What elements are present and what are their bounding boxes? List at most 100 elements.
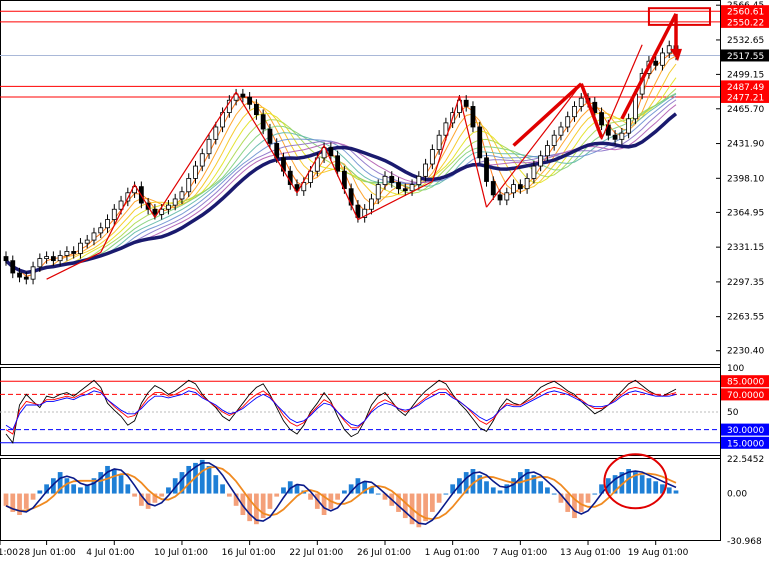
candle-body: [17, 272, 22, 278]
candle-body: [308, 170, 313, 183]
macd-bar: [64, 478, 70, 494]
candle-body: [653, 60, 659, 66]
candle-body: [484, 157, 489, 182]
time-tick-label: 7 Aug 01:00: [492, 548, 547, 558]
macd-bar: [247, 493, 253, 522]
macd-bar: [206, 465, 212, 494]
candle-body: [213, 126, 219, 140]
trend-arrow: [579, 83, 604, 138]
candle-body: [3, 256, 9, 262]
rsi-tick-label: 50: [727, 408, 739, 418]
drawn-trend-annotations[interactable]: [46, 7, 712, 280]
level-price-tag: [721, 5, 769, 18]
candle-body: [490, 181, 496, 196]
candle-body: [558, 126, 564, 136]
candle-body: [193, 165, 198, 179]
candle-body: [111, 208, 117, 220]
macd-signal-lines: [5, 462, 677, 526]
time-tick-label: 28 Jun 01:00: [19, 548, 76, 558]
candle-body: [335, 155, 341, 172]
candle-body: [565, 116, 571, 128]
zigzag-segment: [431, 95, 461, 182]
trend-arrow: [512, 82, 583, 147]
macd-bar: [511, 478, 516, 494]
macd-bar: [599, 484, 604, 494]
macd-bar: [226, 493, 232, 497]
time-tick-label: 4 Jul 01:00: [86, 548, 135, 558]
candle-body: [423, 163, 428, 177]
macd-bar: [673, 490, 679, 494]
candle-body: [23, 276, 29, 280]
macd-bar: [497, 490, 503, 494]
rsi-oscillator-lines: [5, 379, 677, 444]
candle-body: [612, 134, 618, 140]
candle-body: [152, 208, 158, 215]
macd-bar: [463, 472, 469, 494]
support-resistance-levels[interactable]: [0, 10, 720, 98]
macd-tick-label: -30.968: [727, 537, 762, 547]
rsi-tick-label: 100: [727, 364, 744, 374]
macd-bar: [84, 484, 90, 494]
macd-bar: [220, 484, 225, 494]
time-tick-label: 1 Aug 01:00: [425, 548, 480, 558]
macd-bar: [91, 478, 97, 494]
macd-axis-labels: 22.5452 0.00 -30.968: [727, 455, 764, 547]
macd-bar: [484, 481, 489, 494]
macd-bar: [416, 493, 422, 528]
time-tick-label: 22 Jul 01:00: [289, 548, 343, 558]
time-tick-label: 19 Aug 01:00: [628, 548, 689, 558]
macd-bar: [348, 484, 354, 494]
macd-bar: [152, 493, 158, 503]
candle-body: [463, 99, 469, 107]
rsi-line: [5, 390, 677, 431]
candle-body: [382, 175, 388, 185]
macd-tick-label: 22.5452: [727, 455, 764, 465]
rsi-level-label: 85.0000: [727, 378, 764, 388]
macd-bar: [98, 472, 104, 494]
candle-body: [409, 184, 415, 192]
macd-bar: [3, 493, 9, 506]
macd-bar: [260, 493, 266, 519]
macd-bar: [585, 493, 591, 503]
candle-body: [240, 93, 246, 98]
price-tick-label: 2398.10: [727, 174, 764, 184]
macd-bar: [23, 493, 29, 509]
rsi-level-label: 30.0000: [727, 426, 764, 436]
candle-body: [538, 155, 544, 167]
candle-body: [206, 138, 212, 155]
slow-ma-line: [4, 112, 678, 275]
candle-body: [64, 251, 70, 256]
price-tick-label: 2364.95: [727, 208, 764, 218]
candle-body: [375, 184, 381, 200]
highlight-circle-annotation[interactable]: [603, 453, 668, 510]
macd-bar: [199, 459, 205, 494]
macd-bar: [626, 469, 631, 494]
macd-bar: [551, 493, 557, 495]
candle-body: [369, 198, 374, 210]
macd-bar: [138, 493, 144, 506]
candle-body: [436, 134, 442, 151]
rsi-line: [5, 386, 677, 435]
macd-bar: [125, 484, 131, 494]
rsi-level-label: 15.0000: [727, 439, 764, 449]
ribbon-ma-line: [5, 92, 677, 274]
candle-body: [91, 232, 97, 241]
candle-body: [396, 182, 401, 190]
candle-body: [233, 93, 239, 101]
macd-bar: [342, 490, 347, 494]
ribbon-ma-line: [5, 63, 677, 274]
candle-body: [301, 182, 307, 192]
candle-body: [44, 256, 50, 260]
moving-average-ribbon: [4, 50, 678, 277]
current-price-label: 2517.55: [727, 52, 764, 62]
macd-bar: [653, 481, 659, 494]
macd-bar: [592, 493, 598, 495]
ribbon-ma-line: [5, 104, 677, 274]
price-tick-label: 2263.55: [727, 313, 764, 323]
macd-bar: [172, 478, 178, 494]
price-tick-label: 2331.15: [727, 243, 764, 253]
candle-body: [443, 122, 449, 136]
arrowhead: [670, 48, 682, 62]
candle-body: [274, 143, 280, 159]
